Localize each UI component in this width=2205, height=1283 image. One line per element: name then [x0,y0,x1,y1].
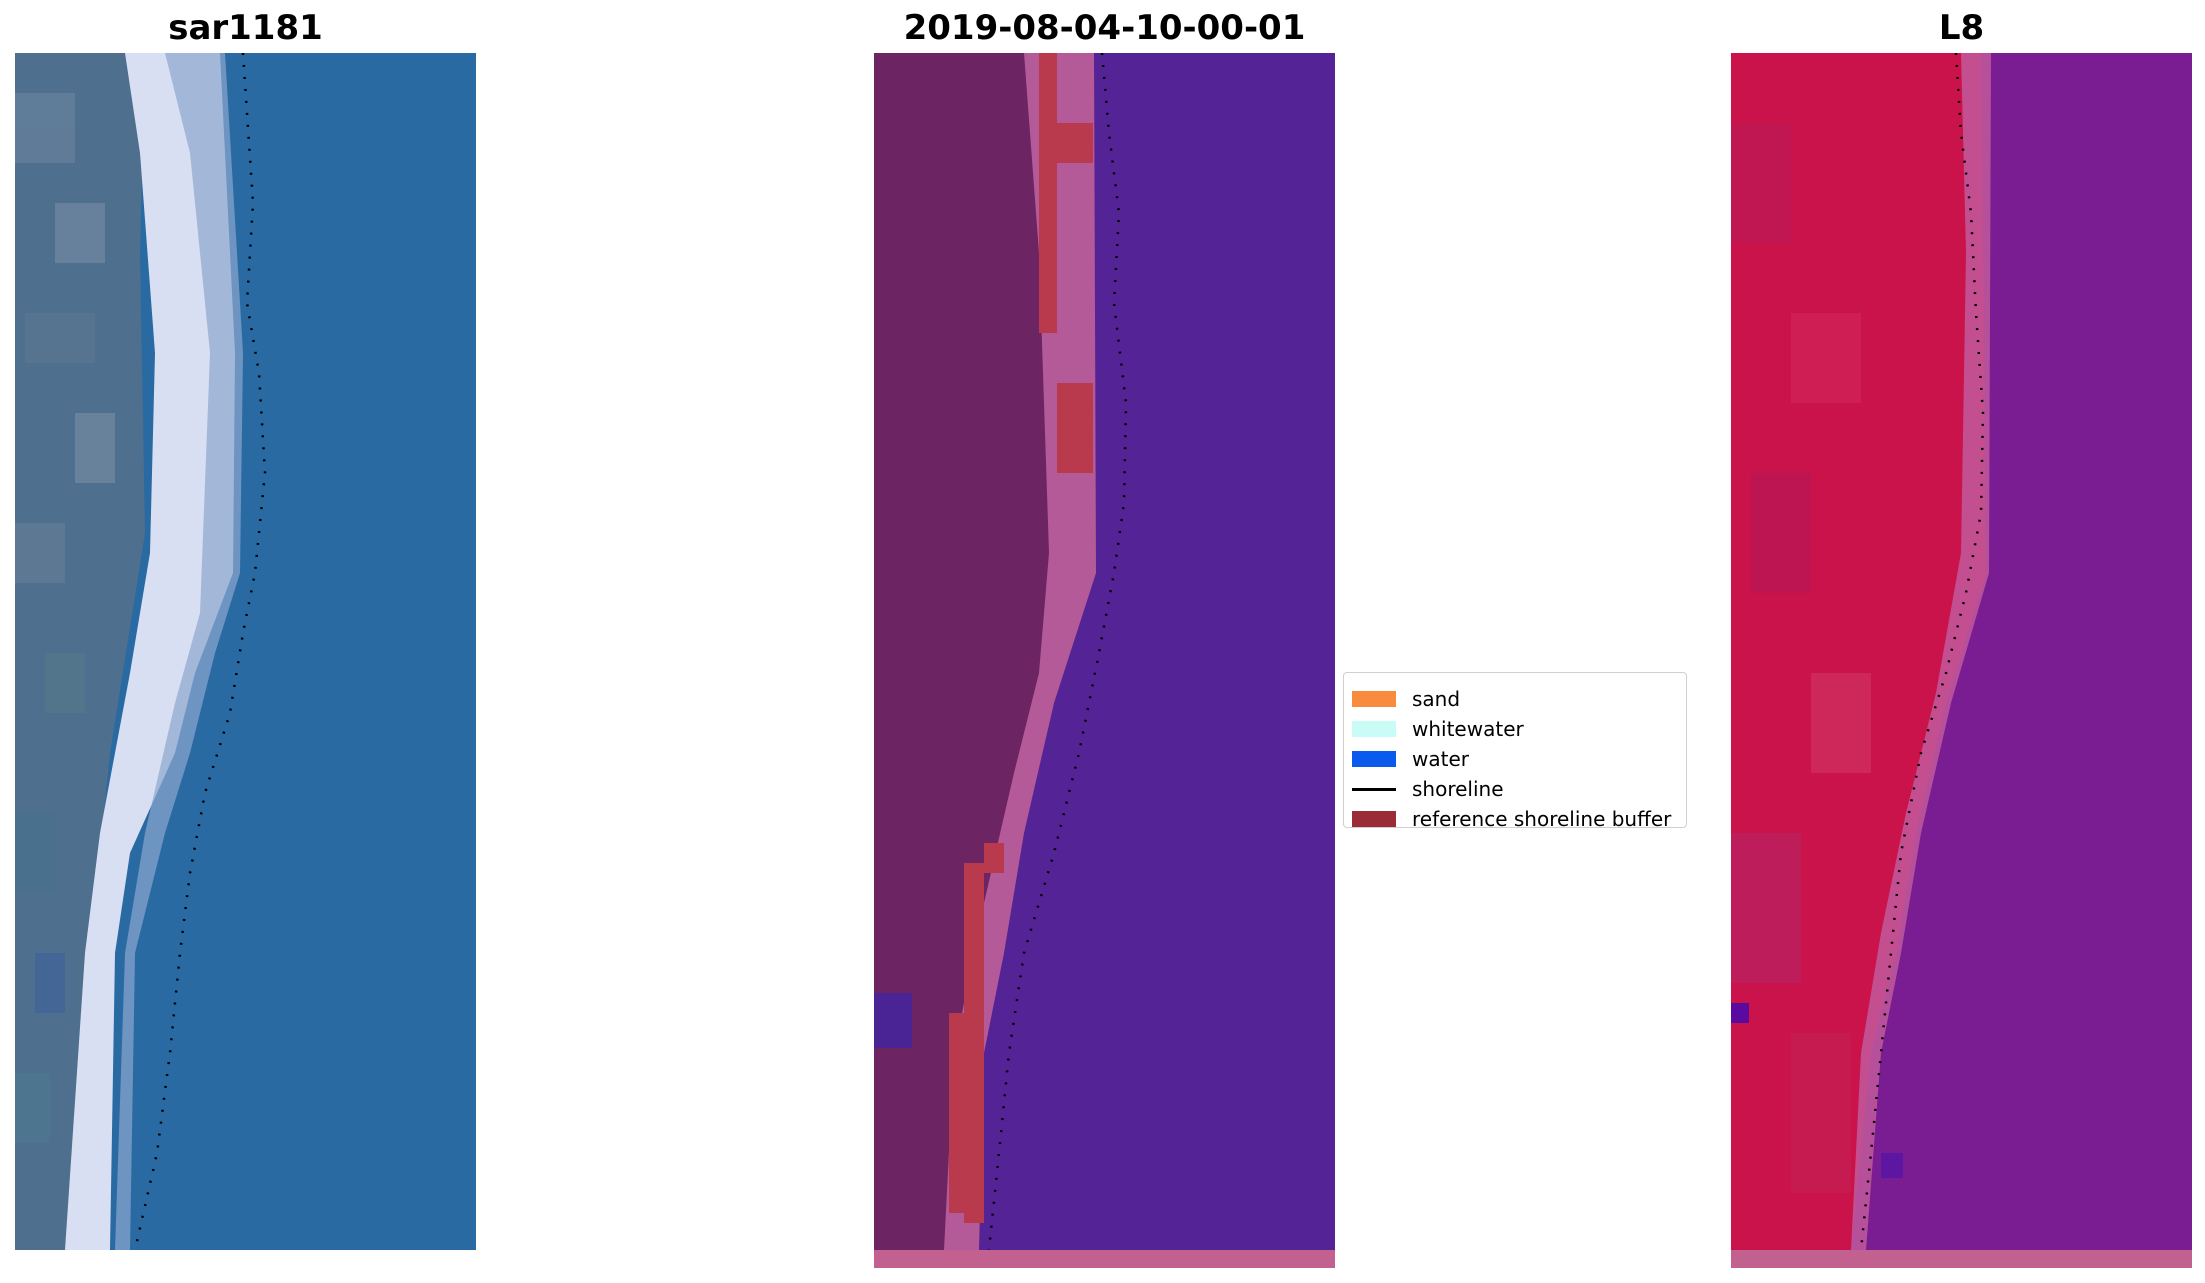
panel-title-l8: L8 [1938,8,1985,48]
legend-label: water [1412,747,1469,771]
panel-title-classified: 2019-08-04-10-00-01 [903,8,1306,48]
legend-label: shoreline [1412,777,1504,801]
legend-item-sand: sand [1352,687,1460,711]
legend-item-whitewater: whitewater [1352,717,1524,741]
legend-item-shoreline: shoreline [1352,777,1504,801]
legend-label: whitewater [1412,717,1524,741]
legend-item-water: water [1352,747,1469,771]
classified-image [874,53,1335,1268]
legend-item-reference-buffer: reference shoreline buffer [1352,807,1671,831]
panel-rgb: sar1181 [15,0,476,1283]
reference-buffer-swatch [1352,811,1396,827]
legend-label: sand [1412,687,1461,711]
l8-image [1731,53,2192,1268]
panel-l8: L8 [1731,0,2192,1283]
rgb-image [15,53,476,1250]
panel-classified: 2019-08-04-10-00-01 [874,0,1335,1283]
sand-swatch [1352,691,1396,707]
whitewater-swatch [1352,721,1396,737]
legend-label: reference shoreline buffer [1412,807,1672,831]
water-swatch [1352,751,1396,767]
legend: sand whitewater water shoreline referenc… [1343,672,1687,831]
shoreline-line [1352,787,1396,791]
panel-title-rgb: sar1181 [168,8,323,48]
